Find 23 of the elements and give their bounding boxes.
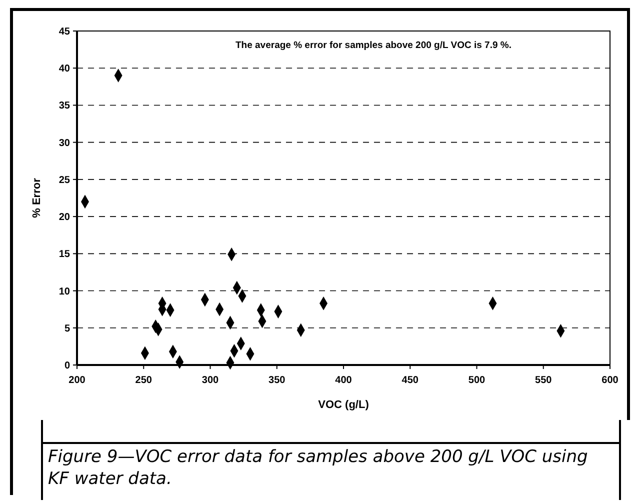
y-tick-label: 10 xyxy=(58,286,70,298)
x-tick-label: 350 xyxy=(268,375,286,386)
y-tick-label: 0 xyxy=(64,360,70,372)
y-axis-title: % Error xyxy=(31,177,43,218)
x-tick-label: 550 xyxy=(535,375,552,386)
x-tick-label: 300 xyxy=(202,375,220,386)
y-tick-label: 25 xyxy=(58,174,70,186)
y-tick-label: 40 xyxy=(58,64,70,75)
x-tick-label: 450 xyxy=(402,375,419,386)
x-tick-label: 250 xyxy=(135,375,152,386)
y-tick-label: 45 xyxy=(58,26,70,38)
x-tick-label: 400 xyxy=(335,375,352,386)
x-tick-label: 200 xyxy=(68,375,86,386)
y-tick-label: 5 xyxy=(64,323,70,334)
y-tick-label: 35 xyxy=(58,100,70,112)
x-tick-label: 500 xyxy=(468,375,486,386)
y-tick-label: 15 xyxy=(58,249,70,260)
y-tick-label: 30 xyxy=(58,138,70,149)
x-axis-title: VOC (g/L) xyxy=(318,399,370,411)
caption: Figure 9—VOC error data for samples above 200 g/L VOC using KF water data. xyxy=(48,446,589,490)
y-tick-label: 20 xyxy=(58,212,70,224)
x-tick-label: 600 xyxy=(602,375,619,386)
annotation: The average % error for samples above 200 g/L VOC is 7.9 %. xyxy=(236,40,512,51)
